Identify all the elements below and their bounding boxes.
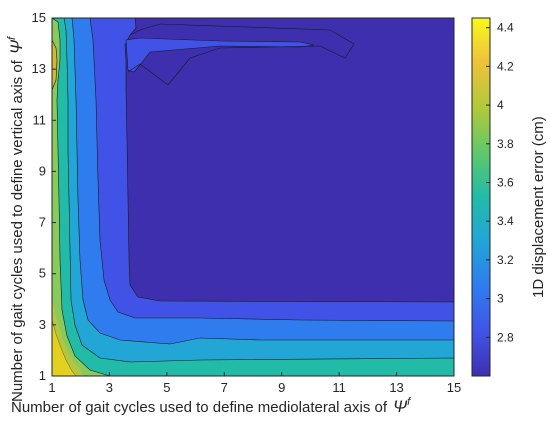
x-tick-label: 1 — [48, 380, 55, 395]
contour-level-3.9-amber — [52, 300, 84, 376]
colorbar-tick-label: 3 — [497, 292, 504, 306]
x-tick-label: 3 — [106, 380, 113, 395]
y-axis-label: Number of gait cycles used to define ver… — [6, 36, 26, 402]
colorbar-ticks: 2.8 3 3.2 3.4 3.6 3.8 4 4.2 4.4 — [486, 21, 514, 344]
colorbar-tick-label: 2.8 — [497, 330, 514, 344]
contour-tongue — [125, 37, 315, 73]
colorbar-tick-label: 4.4 — [497, 21, 514, 35]
x-tick-label: 11 — [332, 380, 346, 395]
colorbar-tick-label: 4.2 — [497, 59, 514, 73]
x-tick-label: 9 — [278, 380, 285, 395]
x-tick-label: 15 — [447, 380, 461, 395]
y-axis-symbol: Ψ — [7, 39, 26, 54]
y-tick-label: 7 — [39, 215, 46, 230]
colorbar-tick-label: 3.8 — [497, 137, 514, 151]
y-tick-label: 3 — [39, 317, 46, 332]
y-tick-label: 11 — [33, 112, 47, 127]
x-axis-symbol-sup: f — [407, 396, 411, 408]
colorbar-tick-label: 3.6 — [497, 175, 514, 189]
x-tick-label: 13 — [389, 380, 403, 395]
colorbar-tick-label: 3.4 — [497, 214, 514, 228]
contour-top-left-accent — [52, 39, 58, 91]
y-tick-label: 15 — [32, 10, 46, 25]
y-tick-label: 5 — [39, 266, 46, 281]
contour-tongue-outline — [127, 23, 355, 86]
contour-level-3.2-3.4 — [52, 18, 454, 376]
y-axis-label-text: Number of gait cycles used to define ver… — [9, 59, 26, 402]
y-axis-symbol-sup: f — [6, 36, 18, 40]
colorbar-label: 1D displacement error (cm) — [530, 116, 547, 298]
contour-level-3.4-3.7 — [52, 18, 454, 376]
x-tick-label: 7 — [221, 380, 228, 395]
x-axis-ticks: 1 3 5 7 9 11 13 15 — [48, 372, 461, 395]
y-tick-label: 13 — [32, 61, 46, 76]
y-tick-label: 9 — [39, 163, 46, 178]
colorbar-tick-label: 3.2 — [497, 253, 514, 267]
plot-area — [52, 18, 454, 376]
colorbar — [471, 17, 491, 377]
plot-frame — [51, 17, 455, 377]
x-axis-label-text: Number of gait cycles used to define med… — [11, 399, 388, 416]
colorbar-tick-label: 4 — [497, 98, 504, 112]
x-axis-label: Number of gait cycles used to define med… — [11, 396, 411, 416]
y-tick-label: 1 — [39, 368, 46, 383]
x-axis-symbol: Ψ — [393, 397, 408, 416]
x-tick-label: 5 — [163, 380, 170, 395]
